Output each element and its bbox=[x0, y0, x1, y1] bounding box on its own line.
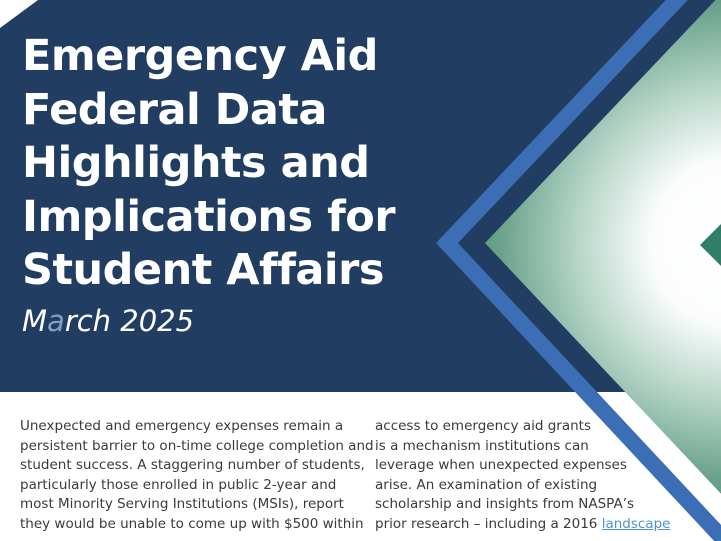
date-suffix: rch 2025 bbox=[64, 303, 195, 338]
page-title-line: Implications for bbox=[22, 191, 396, 242]
page-title-line: Student Affairs bbox=[22, 245, 384, 295]
body-text-line: persistent barrier to on-time college co… bbox=[20, 437, 374, 454]
landscape-report-link[interactable]: landscape bbox=[601, 515, 671, 532]
body-text-line: most Minority Serving Institutions (MSIs… bbox=[20, 496, 344, 513]
body-text-line: they would be unable to come up with $50… bbox=[20, 515, 364, 532]
teal-arrow-triangle bbox=[485, 0, 721, 494]
date-accent-letter: a bbox=[47, 303, 65, 338]
body-text-line: access to emergency aid grants bbox=[375, 418, 591, 434]
body-column-left: Unexpected and emergency expenses remain… bbox=[20, 417, 374, 535]
body-text-line: arise. An examination of existing bbox=[375, 476, 598, 493]
page-title-line: Highlights and bbox=[22, 138, 370, 188]
teal-diamond-icon bbox=[700, 224, 721, 266]
page-title-line: Emergency Aid bbox=[22, 31, 378, 81]
date-prefix: M bbox=[22, 303, 48, 338]
title-block: Emergency Aid Federal Data Highlights an… bbox=[22, 30, 396, 340]
body-text-line: Unexpected and emergency expenses remain… bbox=[20, 418, 344, 434]
page-title-line: Federal Data bbox=[22, 84, 327, 135]
link-line-prefix: prior research – including a 2016 bbox=[375, 515, 602, 532]
body-text-line: leverage when unexpected expenses bbox=[375, 457, 627, 474]
body-text-line: student success. A staggering number of … bbox=[20, 457, 365, 474]
publication-date: March 2025 bbox=[22, 302, 395, 340]
body-column-right: access to emergency aid grants is a mech… bbox=[375, 417, 673, 535]
body-text-line: scholarship and insights from NASPA’s bbox=[375, 496, 635, 513]
body-text-line: particularly those enrolled in public 2-… bbox=[20, 476, 337, 493]
blue-chevron-stripe bbox=[436, 0, 721, 541]
body-text-line: is a mechanism institutions can bbox=[375, 437, 589, 454]
body-text-line-with-link: prior research – including a 2016 landsc… bbox=[375, 515, 673, 535]
